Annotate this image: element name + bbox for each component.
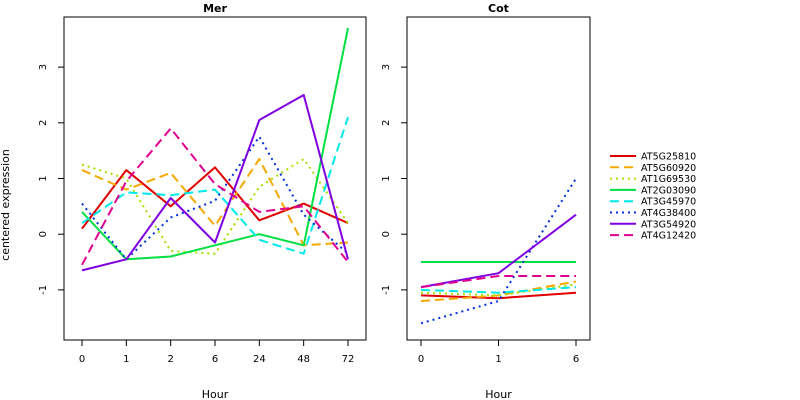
series-line-at3g45970 [81,116,349,255]
legend-item: AT3G45970 [610,197,696,208]
series-line-at1g69530 [81,158,349,255]
y-tick-label: 2 [38,120,49,126]
y-tick-label: -1 [38,285,49,295]
legend-label: AT1G69530 [641,174,696,185]
legend-item: AT2G03090 [610,185,696,196]
panel-cot: Cot -1 0 1 2 3 0 1 6 Hour [381,2,591,400]
panel-mer: Mer -1 0 1 2 3 0 1 2 6 24 48 72 Hour [38,2,367,400]
x-tick-label: 1 [123,354,129,365]
legend-label: AT2G03090 [641,185,696,196]
legend-label: AT5G60920 [641,163,696,174]
legend: AT5G25810AT5G60920AT1G69530AT2G03090AT3G… [610,152,696,242]
panel-title: Cot [488,2,509,15]
x-tick-label: 0 [79,354,85,365]
y-tick-label: 3 [38,64,49,70]
y-axis-label: centered expression [0,149,12,261]
plot-frame [406,16,591,341]
legend-label: AT3G54920 [641,219,696,230]
x-tick-label: 48 [297,354,310,365]
x-axis-label: Hour [485,388,512,400]
legend-label: AT4G12420 [641,231,696,242]
legend-item: AT4G12420 [610,231,696,242]
series-line-at3g45970 [420,286,577,294]
plot-frame [63,16,367,341]
y-tick-label: -1 [381,285,392,295]
series-line-at2g03090 [81,27,349,261]
x-axis-label: Hour [202,388,229,400]
legend-item: AT1G69530 [610,174,696,185]
x-tick-label: 72 [342,354,355,365]
series-line-at3g54920 [420,213,577,289]
series-line-at5g25810 [81,166,349,230]
legend-label: AT3G45970 [641,197,696,208]
y-tick-label: 0 [381,231,392,237]
y-tick-label: 0 [38,231,49,237]
series-line-at5g25810 [420,291,577,300]
legend-item: AT5G60920 [610,163,696,174]
x-tick-label: 6 [212,354,218,365]
legend-label: AT4G38400 [641,208,696,219]
x-tick-label: 1 [495,354,501,365]
x-tick-label: 2 [167,354,173,365]
series-line-at4g38400 [420,177,577,325]
chart-panels: Mer -1 0 1 2 3 0 1 2 6 24 48 72 Hour Cot -1 0 1 2 3 0 1 6 Hour [38,2,591,400]
series-line-at5g60920 [420,280,577,302]
x-tick-label: 0 [418,354,424,365]
x-tick-label: 24 [253,354,266,365]
y-tick-label: 2 [381,120,392,126]
y-tick-label: 3 [381,64,392,70]
panel-title: Mer [203,2,227,15]
series-line-at3g54920 [81,94,349,272]
series-line-at1g69530 [420,283,577,297]
legend-item: AT4G38400 [610,208,696,219]
y-tick-label: 1 [38,175,49,181]
legend-item: AT5G25810 [610,152,696,163]
series-line-at4g12420 [420,275,576,289]
legend-label: AT5G25810 [641,152,696,163]
series-line-at5g60920 [81,158,349,247]
x-tick-label: 6 [573,354,579,365]
legend-item: AT3G54920 [610,219,696,230]
y-tick-label: 1 [381,175,392,181]
